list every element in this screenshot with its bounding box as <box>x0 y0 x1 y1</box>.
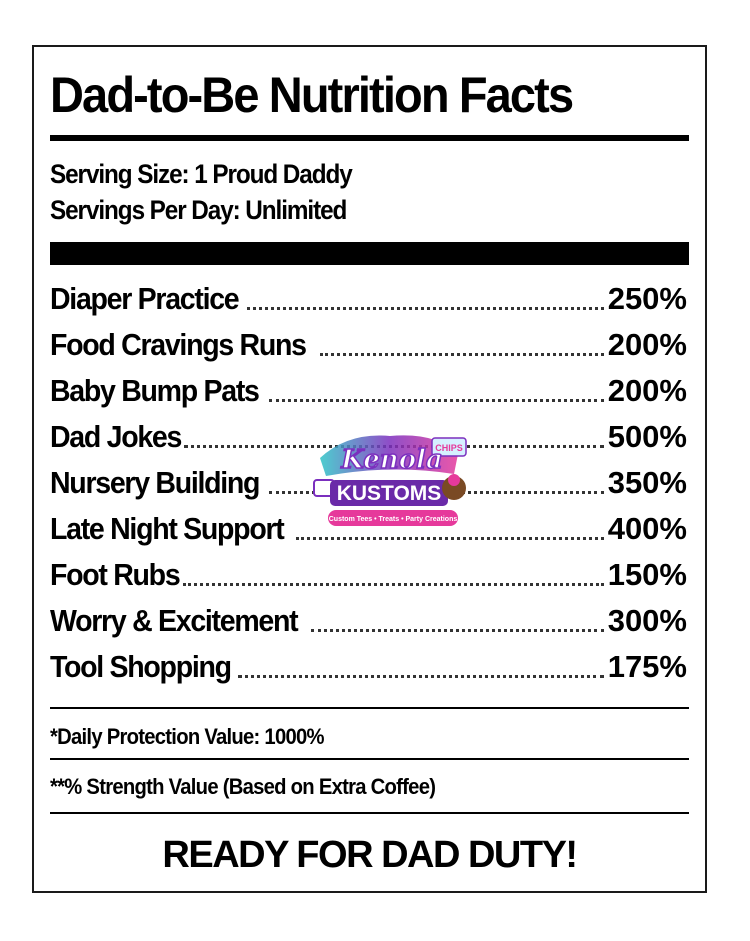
dot-leader <box>319 353 604 356</box>
nutrition-label: Dad-to-Be Nutrition Facts Serving Size: … <box>32 45 707 893</box>
nutrient-label: Food Cravings Runs <box>50 327 307 362</box>
logo-badge-text: CHIPS <box>435 443 463 453</box>
thin-divider-3 <box>50 812 689 814</box>
nutrient-label: Worry & Excitement <box>50 603 299 638</box>
serving-size: Serving Size: 1 Proud Daddy <box>50 159 353 189</box>
nutrient-value: 500% <box>607 419 687 454</box>
slogan: READY FOR DAD DUTY! <box>162 834 578 876</box>
cupcake-top-icon <box>448 474 460 486</box>
thin-divider-2 <box>50 758 689 760</box>
cupcake-icon <box>442 476 466 500</box>
thin-divider-1 <box>50 707 689 709</box>
nutrient-value: 150% <box>607 557 687 592</box>
thick-divider-top <box>50 135 689 141</box>
nutrient-label: Dad Jokes <box>50 419 182 454</box>
logo-line1: Kenola <box>340 445 443 475</box>
nutrient-row: Diaper Practice 250% <box>50 276 687 322</box>
nutrient-value: 175% <box>607 649 687 684</box>
label-title: Dad-to-Be Nutrition Facts <box>50 67 574 123</box>
nutrient-list: Diaper Practice 250% Food Cravings Runs 200… <box>50 276 687 690</box>
logo-banner <box>330 480 448 506</box>
thick-divider-bar <box>50 242 689 265</box>
nutrient-row: Late Night Support 400% <box>50 506 687 552</box>
dot-leader <box>295 537 604 540</box>
logo-line2: KUSTOMS <box>337 482 442 505</box>
nutrient-row: Tool Shopping 175% <box>50 644 687 690</box>
nutrient-row: Foot Rubs 150% <box>50 552 687 598</box>
nutrient-value: 200% <box>607 327 687 362</box>
nutrient-value: 250% <box>607 281 687 316</box>
nutrient-value: 200% <box>607 373 687 408</box>
dot-leader <box>246 307 604 310</box>
nutrient-row: Food Cravings Runs 200% <box>50 322 687 368</box>
nutrient-label: Baby Bump Pats <box>50 373 260 408</box>
nutrient-value: 350% <box>607 465 687 500</box>
logo-tagline-ribbon <box>328 510 458 526</box>
dot-leader <box>238 675 604 678</box>
dot-leader <box>268 399 604 402</box>
footnote-daily-value: *Daily Protection Value: 1000% <box>50 724 325 749</box>
dot-leader <box>310 629 604 632</box>
nutrient-value: 300% <box>607 603 687 638</box>
footnote-strength-value: **% Strength Value (Based on Extra Coffe… <box>50 774 436 799</box>
nutrient-label: Nursery Building <box>50 465 260 500</box>
nutrient-value: 400% <box>607 511 687 546</box>
serving-info: Serving Size: 1 Proud Daddy Servings Per… <box>50 156 689 228</box>
servings-per-day: Servings Per Day: Unlimited <box>50 195 347 225</box>
nutrient-row: Worry & Excitement 300% <box>50 598 687 644</box>
nutrient-label: Late Night Support <box>50 511 285 546</box>
chips-bag-icon <box>431 437 467 457</box>
nutrient-label: Diaper Practice <box>50 281 240 316</box>
nutrient-label: Foot Rubs <box>50 557 181 592</box>
logo-tagline: Custom Tees • Treats • Party Creations <box>329 516 458 523</box>
watermark-logo: CHIPS Kenola KUSTOMS Custom Tees • Treat… <box>313 435 467 526</box>
nutrient-label: Tool Shopping <box>50 649 232 684</box>
logo-drip-shape <box>320 435 458 476</box>
dot-leader <box>182 583 604 586</box>
nutrient-row: Baby Bump Pats 200% <box>50 368 687 414</box>
